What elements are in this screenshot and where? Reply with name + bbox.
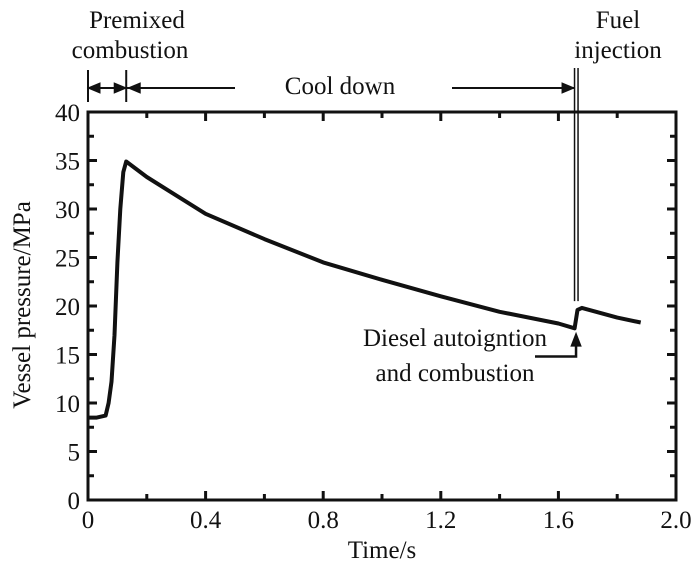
y-tick-label: 0: [68, 488, 81, 515]
cool-down-arrowhead-left: [126, 82, 141, 94]
y-tick-label: 15: [55, 343, 80, 370]
x-tick-label: 1.2: [425, 507, 456, 534]
plot-frame: [86, 110, 678, 502]
annotation-premixed-line2: combustion: [72, 37, 189, 64]
y-tick-label: 20: [55, 294, 80, 321]
annotation-diesel-line1: Diesel autoigntion: [363, 325, 547, 352]
premixed-arrowhead-right: [113, 82, 128, 94]
x-tick-label: 0.4: [190, 507, 222, 534]
ticks: [86, 110, 678, 502]
y-tick-labels: 0 5 10 15 20 25 30 35 40: [55, 100, 80, 515]
diesel-arrowhead: [570, 331, 582, 347]
x-axis-label: Time/s: [348, 537, 417, 564]
x-tick-label: 0: [82, 507, 95, 534]
y-tick-label: 25: [55, 246, 80, 273]
x-tick-label: 2.0: [660, 507, 691, 534]
y-axis-label: Vessel pressure/MPa: [9, 201, 36, 409]
annotation-arrows: [86, 68, 582, 358]
x-tick-labels: 0 0.4 0.8 1.2 1.6 2.0: [82, 507, 692, 534]
y-tick-label: 35: [55, 149, 80, 176]
diesel-arrow-line: [535, 343, 578, 358]
x-tick-label: 0.8: [308, 507, 339, 534]
y-tick-label: 5: [68, 440, 81, 467]
cool-down-arrowhead-right: [561, 82, 576, 94]
annotation-premixed-line1: Premixed: [89, 7, 185, 34]
annotation-diesel-line2: and combustion: [375, 360, 535, 387]
annotation-cool-down: Cool down: [285, 73, 396, 100]
annotation-fuel-line1: Fuel: [596, 7, 641, 34]
y-tick-label: 30: [55, 197, 80, 224]
y-tick-label: 10: [55, 391, 80, 418]
series-line-pressure: [88, 159, 642, 420]
premixed-arrowhead-left: [86, 82, 101, 94]
y-tick-label: 40: [55, 100, 80, 127]
x-tick-label: 1.6: [543, 507, 574, 534]
annotation-fuel-line2: injection: [574, 37, 662, 64]
